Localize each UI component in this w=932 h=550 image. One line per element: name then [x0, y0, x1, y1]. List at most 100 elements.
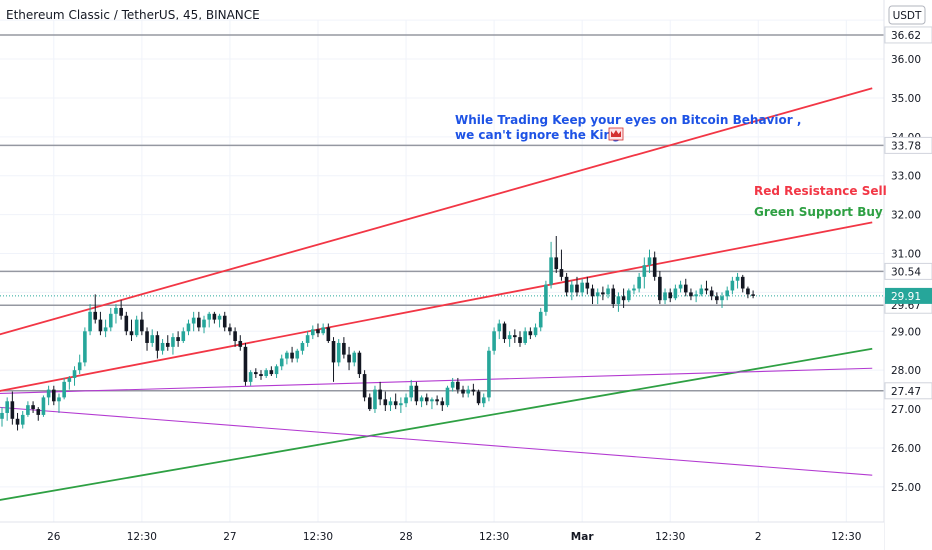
annotation-text: Green Support Buy [754, 205, 883, 219]
candle [5, 397, 9, 421]
currency-badge [888, 5, 926, 25]
candle-body [378, 389, 382, 400]
candle-body [419, 397, 424, 402]
candle [83, 327, 87, 367]
candle [564, 272, 569, 297]
magenta-upper-trendline [0, 367, 873, 394]
candle-body [108, 313, 113, 328]
candle-body [740, 276, 745, 289]
candle [254, 368, 258, 378]
candle-body [357, 352, 362, 375]
candle-body [440, 401, 445, 406]
candle-body [321, 327, 325, 334]
candle-body [704, 288, 709, 291]
candle-body [83, 331, 87, 363]
candle-body [331, 341, 336, 363]
y-tick-label: 29.00 [891, 326, 921, 338]
candle [62, 377, 66, 400]
candle-body [36, 409, 41, 415]
candle [461, 385, 465, 398]
price-axis[interactable]: 25.0026.0027.0028.0029.0030.0031.0032.00… [883, 0, 932, 550]
candle [642, 257, 647, 289]
candle [362, 370, 367, 402]
candle [668, 288, 673, 303]
candle [751, 290, 755, 299]
candle-body [590, 288, 595, 297]
candle [533, 323, 538, 338]
candle-body [673, 288, 678, 299]
candle [606, 284, 610, 299]
candle-body [709, 290, 714, 297]
candle [103, 319, 108, 338]
candle [88, 304, 92, 336]
candle-body [197, 317, 201, 328]
candle [171, 333, 175, 355]
candle [616, 292, 621, 312]
x-tick-label: 27 [223, 531, 236, 543]
candle [186, 319, 191, 336]
candle [435, 395, 439, 406]
candle-body [632, 288, 636, 291]
candle [554, 236, 559, 273]
time-axis-bg [0, 522, 884, 550]
candle-body [269, 370, 274, 375]
candle [513, 329, 517, 343]
candle [26, 401, 30, 417]
candle [114, 304, 118, 324]
candle [689, 288, 693, 301]
candle [77, 354, 82, 375]
candle-body [285, 352, 289, 359]
time-axis[interactable]: 26 12:30 27 12:30 28 12:30 Mar 12:30 2 12:30 [0, 521, 884, 550]
candle-body [538, 311, 543, 328]
candle-body [450, 381, 455, 388]
candle [678, 280, 683, 293]
candle-body [663, 292, 667, 301]
candle-body [668, 292, 673, 299]
candle-body [580, 282, 584, 293]
candle-body [549, 257, 553, 285]
candle-body [683, 284, 688, 293]
candle [347, 346, 351, 371]
candle [326, 323, 331, 343]
red-resistance-upper-trendline [0, 87, 873, 336]
annotation-text: While Trading Keep your eyes on Bitcoin … [455, 113, 801, 127]
candle-body [554, 257, 559, 270]
y-tick-label: 31.00 [891, 249, 921, 261]
candle [621, 288, 626, 308]
candle-body [77, 362, 82, 371]
level-tag [884, 26, 932, 44]
candle [725, 286, 729, 301]
candle [129, 319, 134, 342]
y-tick-label: 25.00 [891, 482, 921, 494]
candle-body [658, 276, 662, 301]
candle [559, 249, 564, 281]
candle [383, 391, 388, 412]
candle [580, 278, 584, 297]
candle-body [481, 397, 486, 404]
candle-body [730, 280, 735, 291]
candle-body [424, 397, 429, 402]
x-tick-label: Mar [571, 531, 595, 543]
candle-body [746, 288, 750, 295]
candle-body [72, 370, 77, 378]
candle-body [497, 323, 502, 332]
horizontal-levels [0, 34, 884, 392]
candle-body [570, 284, 574, 293]
candle [575, 276, 579, 297]
level-tag [884, 262, 932, 280]
candle [424, 393, 429, 406]
candle-body [62, 381, 66, 398]
annotation-text: we can't ignore the King [455, 128, 621, 142]
candle [197, 311, 201, 332]
candle [160, 339, 165, 355]
candle [357, 350, 362, 378]
candle [518, 331, 522, 347]
candle-body [523, 331, 527, 343]
candle [336, 339, 341, 367]
candle-body [171, 337, 175, 347]
trendlines [0, 87, 873, 501]
candle-body [41, 397, 46, 415]
candle-body [559, 269, 564, 277]
candle [134, 315, 139, 338]
